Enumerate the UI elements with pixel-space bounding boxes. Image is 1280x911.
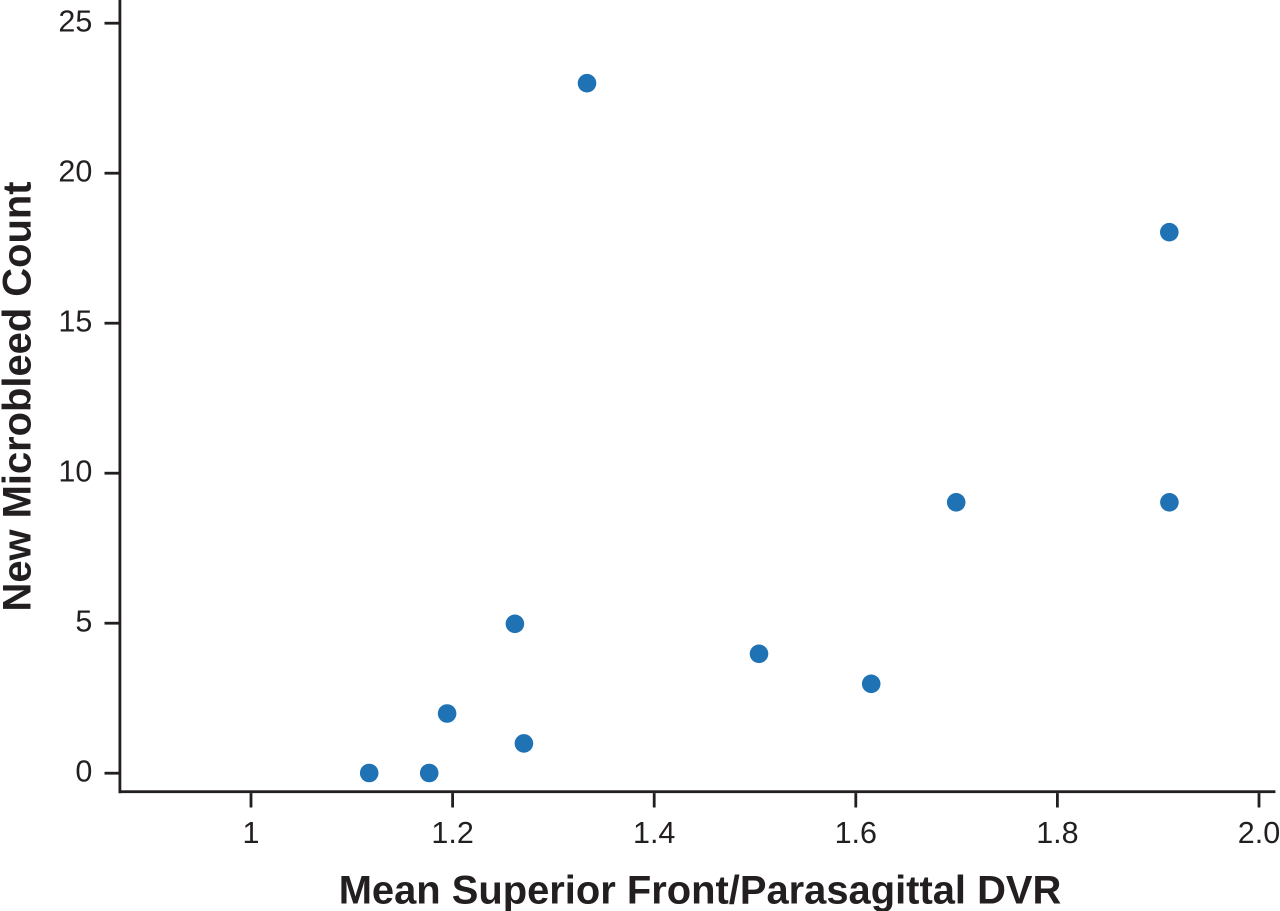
svg-text:1: 1: [243, 816, 260, 850]
svg-text:10: 10: [58, 454, 92, 488]
svg-text:5: 5: [75, 604, 92, 638]
svg-text:1.2: 1.2: [431, 816, 473, 850]
svg-text:1.4: 1.4: [633, 816, 675, 850]
svg-text:1.8: 1.8: [1036, 816, 1078, 850]
svg-text:25: 25: [58, 4, 92, 38]
svg-text:2.0: 2.0: [1238, 816, 1280, 850]
svg-text:1.6: 1.6: [835, 816, 877, 850]
svg-text:15: 15: [58, 304, 92, 338]
svg-text:0: 0: [75, 754, 92, 788]
svg-text:Mean Superior Front/Parasagitt: Mean Superior Front/Parasagittal DVR: [339, 869, 1062, 911]
svg-text:20: 20: [58, 154, 92, 188]
svg-text:New Microbleed Count: New Microbleed Count: [0, 182, 40, 612]
